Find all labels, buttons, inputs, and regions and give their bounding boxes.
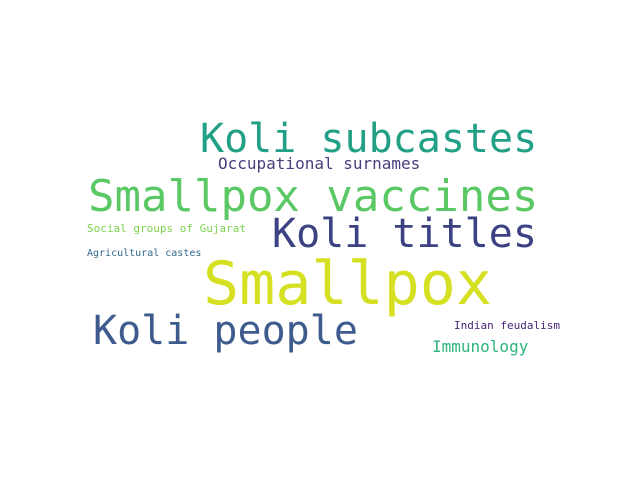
word-immunology: Immunology [432, 337, 529, 356]
word-social-groups-of-gujarat: Social groups of Gujarat [87, 222, 246, 235]
word-koli-people: Koli people [93, 308, 358, 354]
word-occupational-surnames: Occupational surnames [218, 154, 421, 173]
word-indian-feudalism: Indian feudalism [454, 319, 560, 332]
word-smallpox-vaccines: Smallpox vaccines [88, 171, 539, 222]
word-koli-titles: Koli titles [272, 211, 537, 257]
word-smallpox: Smallpox [203, 249, 492, 319]
word-agricultural-castes: Agricultural castes [87, 248, 202, 259]
word-koli-subcastes: Koli subcastes [200, 116, 538, 162]
